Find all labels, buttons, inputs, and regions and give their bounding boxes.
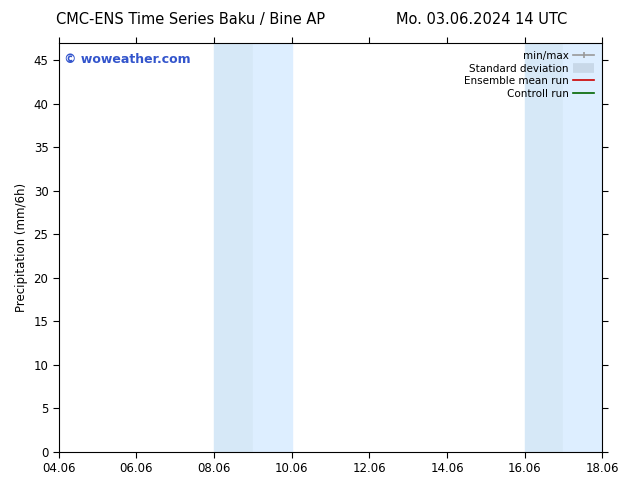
Text: CMC-ENS Time Series Baku / Bine AP: CMC-ENS Time Series Baku / Bine AP xyxy=(56,12,325,27)
Legend: min/max, Standard deviation, Ensemble mean run, Controll run: min/max, Standard deviation, Ensemble me… xyxy=(461,48,597,102)
Bar xyxy=(214,43,253,452)
Bar xyxy=(253,43,292,452)
Y-axis label: Precipitation (mm/6h): Precipitation (mm/6h) xyxy=(15,183,28,312)
Text: Mo. 03.06.2024 14 UTC: Mo. 03.06.2024 14 UTC xyxy=(396,12,567,27)
Text: © woweather.com: © woweather.com xyxy=(64,53,191,66)
Bar xyxy=(524,43,564,452)
Bar xyxy=(564,43,602,452)
